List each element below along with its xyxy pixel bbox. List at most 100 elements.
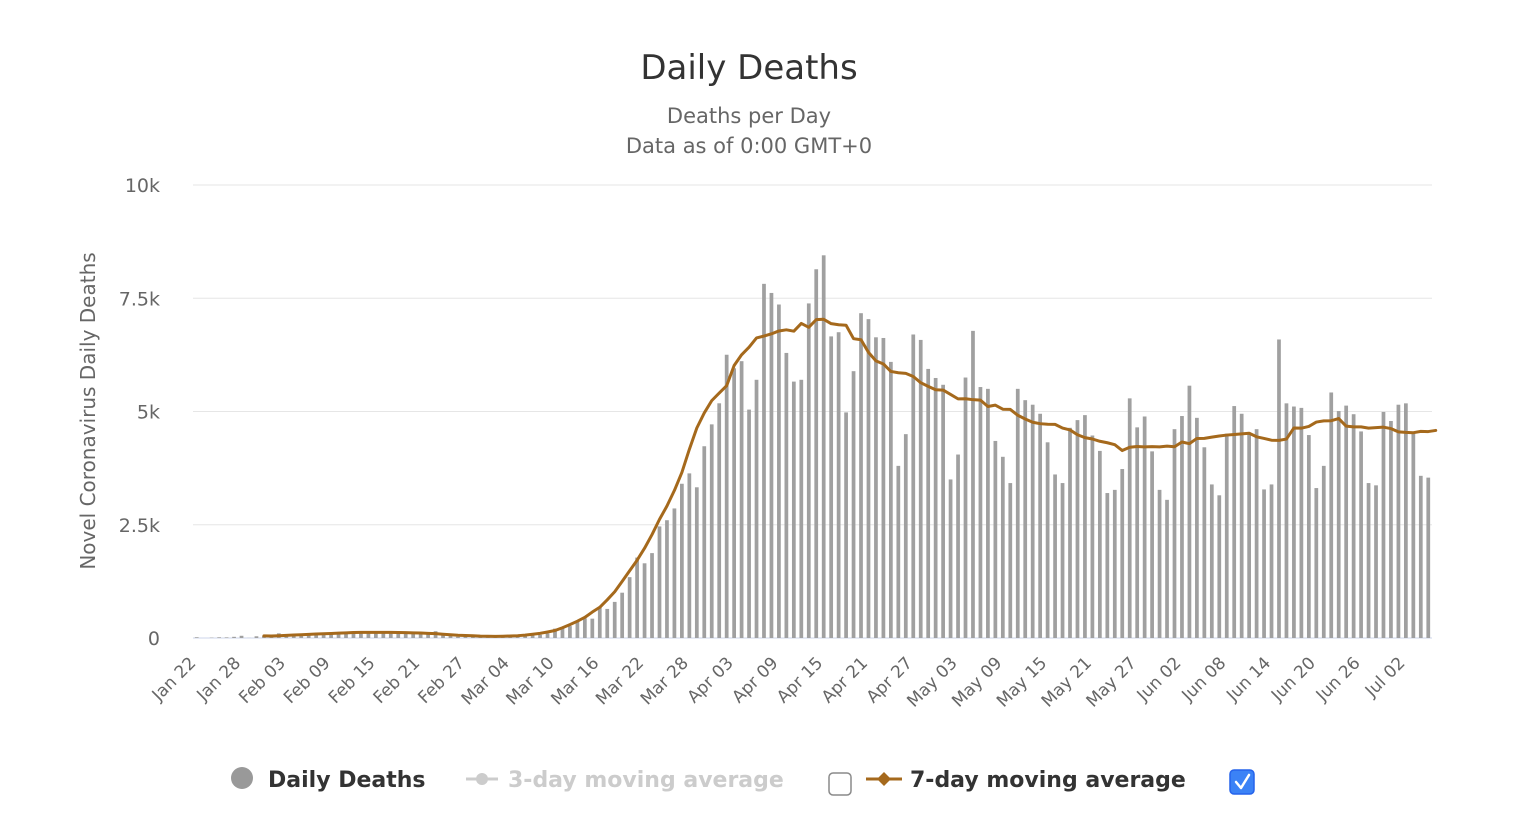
- bar-day-63: [665, 520, 669, 638]
- bar-day-3: [217, 637, 221, 638]
- bar-day-22: [359, 632, 363, 638]
- y-tick-label-1: 2.5k: [119, 515, 160, 537]
- bar-day-33: [441, 634, 445, 638]
- bar-day-152: [1329, 392, 1334, 638]
- chart-subtitle-line-2: Data as of 0:00 GMT+0: [626, 134, 872, 158]
- legend-7day-label: 7-day moving average: [910, 768, 1186, 793]
- bar-day-83: [814, 269, 819, 638]
- bar-day-101: [948, 479, 953, 638]
- x-tick-label-5: Feb 21: [370, 653, 425, 708]
- x-tick-label-25: Jun 20: [1267, 653, 1320, 706]
- bar-day-24: [373, 631, 378, 638]
- bar-day-69: [709, 424, 714, 638]
- bar-day-87: [844, 412, 848, 638]
- bar-day-145: [1277, 339, 1281, 638]
- bar-day-134: [1195, 417, 1199, 638]
- legend-3day-checkbox[interactable]: [828, 772, 852, 796]
- y-tick-label-2: 5k: [137, 402, 160, 424]
- bar-day-35: [456, 636, 460, 638]
- bar-day-79: [784, 352, 789, 638]
- x-tick-label-8: Mar 10: [503, 653, 559, 709]
- bar-day-146: [1284, 403, 1289, 638]
- bar-day-118: [1075, 420, 1080, 638]
- bar-day-156: [1359, 431, 1363, 638]
- bar-day-102: [956, 454, 960, 638]
- bar-day-144: [1269, 484, 1274, 638]
- bar-day-154: [1344, 405, 1349, 638]
- bar-day-155: [1351, 414, 1356, 638]
- legend-7day-diamond-marker: [877, 772, 891, 786]
- bar-day-95: [903, 434, 908, 638]
- bar-day-27: [396, 631, 401, 638]
- bar-day-23: [366, 631, 371, 638]
- bar-day-26: [388, 633, 393, 638]
- bar-day-117: [1068, 427, 1072, 638]
- x-tick-label-21: May 27: [1083, 653, 1141, 711]
- bar-day-110: [1015, 388, 1020, 638]
- bar-day-91: [874, 337, 878, 638]
- bar-day-122: [1105, 493, 1110, 638]
- x-tick-label-4: Feb 15: [325, 653, 380, 708]
- x-tick-label-7: Mar 04: [458, 653, 514, 709]
- bar-day-106: [986, 388, 990, 638]
- bar-day-165: [1426, 477, 1431, 638]
- bar-day-66: [687, 473, 692, 638]
- x-tick-label-0: Jan 22: [148, 653, 201, 706]
- bar-day-141: [1247, 432, 1252, 638]
- bar-day-56: [612, 601, 617, 638]
- bar-day-128: [1150, 451, 1154, 638]
- legend: Daily Deaths 3-day moving average 7-day …: [231, 767, 1255, 796]
- legend-daily-deaths-label: Daily Deaths: [268, 768, 426, 793]
- bar-day-82: [806, 303, 811, 638]
- bar-day-99: [933, 377, 938, 638]
- x-tick-label-12: Apr 03: [684, 653, 738, 707]
- x-tick-label-14: Apr 15: [773, 653, 827, 707]
- bar-day-135: [1202, 447, 1207, 638]
- bar-day-5: [232, 636, 236, 638]
- bar-day-151: [1321, 465, 1326, 638]
- bar-day-34: [448, 635, 453, 638]
- bar-day-97: [918, 339, 923, 638]
- bar-day-109: [1008, 483, 1013, 638]
- bar-day-123: [1112, 489, 1117, 638]
- bar-day-162: [1404, 403, 1408, 638]
- legend-7day-checkbox[interactable]: [1229, 769, 1255, 795]
- bar-day-28: [403, 632, 408, 638]
- bar-day-148: [1299, 407, 1304, 638]
- x-tick-label-23: Jun 08: [1178, 653, 1231, 706]
- bar-day-49: [560, 627, 565, 638]
- bar-day-100: [941, 384, 945, 638]
- bar-day-46: [538, 634, 542, 638]
- bar-day-77: [769, 292, 774, 638]
- bar-day-74: [747, 409, 751, 638]
- bar-day-96: [911, 334, 916, 638]
- bar-day-58: [627, 577, 632, 638]
- bar-day-88: [851, 371, 856, 638]
- bar-day-137: [1217, 495, 1222, 638]
- legend-3day-label: 3-day moving average: [508, 768, 784, 793]
- bar-day-140: [1239, 413, 1244, 638]
- bar-day-62: [657, 526, 662, 638]
- bar-day-70: [717, 403, 722, 638]
- bar-day-21: [351, 631, 356, 638]
- legend-item-daily-deaths[interactable]: Daily Deaths: [231, 767, 426, 793]
- bar-day-80: [791, 381, 796, 638]
- bar-day-55: [605, 608, 610, 638]
- bar-day-98: [926, 368, 931, 638]
- check-icon: [1234, 773, 1251, 790]
- bar-day-18: [329, 633, 333, 638]
- bar-day-64: [672, 508, 677, 638]
- bar-day-60: [642, 563, 647, 638]
- legend-item-3day-average[interactable]: 3-day moving average: [466, 768, 784, 793]
- bar-day-86: [836, 332, 841, 638]
- bar-day-50: [568, 626, 572, 638]
- bar-day-89: [859, 313, 863, 638]
- bar-day-108: [1000, 456, 1005, 638]
- x-tick-label-3: Feb 09: [280, 653, 335, 708]
- y-tick-label-0: 0: [148, 628, 160, 650]
- legend-item-7day-average[interactable]: 7-day moving average: [866, 768, 1186, 793]
- bar-day-31: [426, 633, 430, 638]
- grid-lines: [193, 184, 1432, 639]
